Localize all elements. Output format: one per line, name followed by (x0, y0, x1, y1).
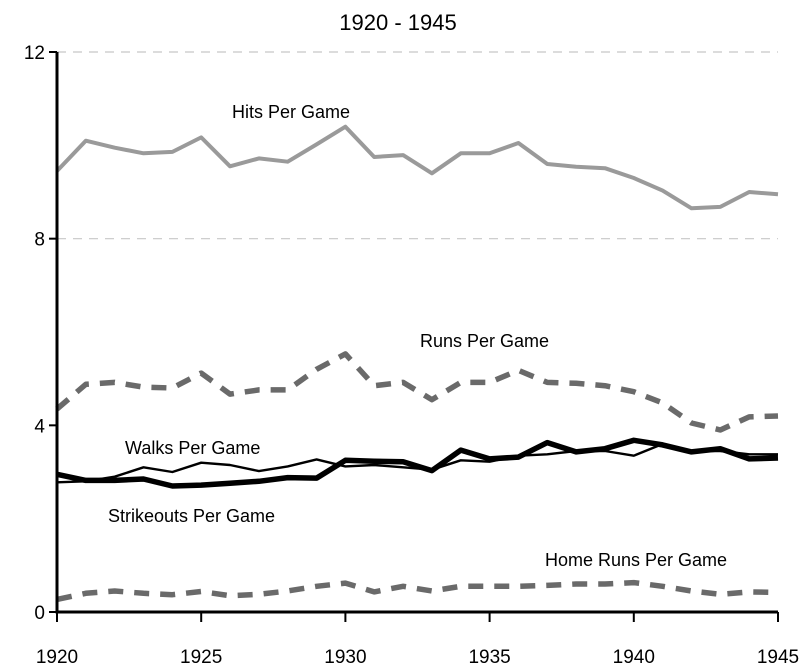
grid-layer (57, 51, 778, 240)
series-label-runs-per-game: Runs Per Game (420, 331, 549, 351)
series-label-hits-per-game: Hits Per Game (232, 102, 350, 122)
series-label-strikeouts-per-game: Strikeouts Per Game (108, 506, 275, 526)
label-layer: Hits Per Game Runs Per Game Walks Per Game… (108, 102, 727, 570)
series-label-home-runs-per-game: Home Runs Per Game (545, 550, 727, 570)
series-line-hits-per-game (55, 124, 779, 211)
x-tick-label-1920: 1920 (36, 647, 78, 668)
y-tick-label-0: 0 (34, 603, 45, 624)
series-label-walks-per-game: Walks Per Game (125, 438, 260, 458)
x-tick-label-1930: 1930 (324, 647, 366, 668)
y-tick-label-12: 12 (24, 43, 45, 64)
series-line-home-runs-per-game (56, 579, 779, 603)
series-line-runs-per-game (55, 351, 779, 433)
x-tick-label-1935: 1935 (468, 647, 510, 668)
y-tick-label-4: 4 (34, 416, 45, 437)
x-tick-label-1925: 1925 (180, 647, 222, 668)
series-layer (55, 124, 779, 603)
axis-layer: 0 4 8 12 1920 1925 1930 1935 1940 1945 (24, 43, 799, 668)
x-tick-label-1940: 1940 (613, 647, 655, 668)
series-line-strikeouts-per-game (56, 437, 779, 489)
y-tick-label-8: 8 (34, 230, 45, 251)
chart-title: 1920 - 1945 (339, 10, 456, 35)
x-tick-label-1945: 1945 (757, 647, 799, 668)
